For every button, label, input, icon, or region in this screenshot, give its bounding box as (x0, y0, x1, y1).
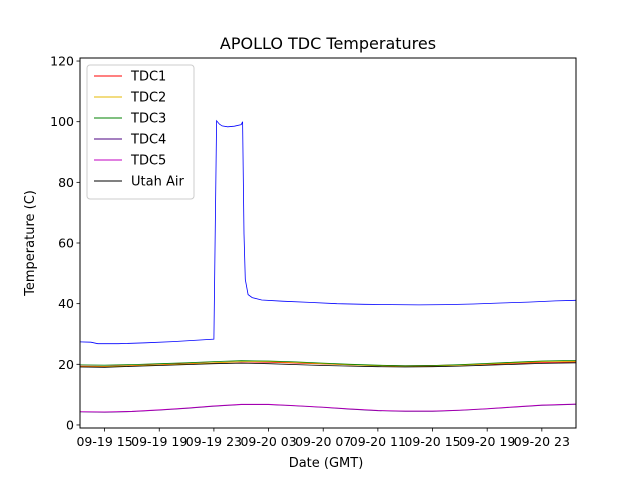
legend-label: TDC3 (130, 112, 166, 127)
chart-title: APOLLO TDC Temperatures (220, 34, 436, 53)
x-tick-label: 09-19 23 (186, 434, 242, 449)
x-tick-label: 09-20 11 (350, 434, 406, 449)
x-tick-label: 09-20 15 (404, 434, 460, 449)
y-axis-label: Temperature (C) (23, 190, 38, 297)
series-line-tdc2 (80, 360, 577, 368)
legend: TDC1 TDC2 TDC3 TDC4 TDC5 Utah Air (86, 64, 195, 200)
legend-box (86, 64, 195, 200)
legend-label: TDC5 (130, 154, 166, 169)
y-tick-label: 40 (58, 296, 74, 311)
x-tick-label: 09-20 23 (514, 434, 570, 449)
legend-label: TDC4 (130, 133, 166, 148)
legend-label: TDC1 (130, 70, 166, 85)
y-tick-label: 0 (66, 417, 74, 432)
series-layer (79, 119, 577, 413)
series-line-tdc5 (79, 403, 577, 413)
y-tick-label: 20 (58, 357, 74, 372)
y-tick-label: 120 (50, 54, 74, 69)
x-tick-label: 09-19 19 (131, 434, 187, 449)
series-line-overall (79, 119, 577, 345)
plot-frame (79, 57, 577, 429)
y-tick-label: 100 (50, 114, 74, 129)
y-tick-label: 80 (58, 175, 74, 190)
x-axis-label: Date (GMT) (289, 456, 364, 471)
x-tick-label: 09-20 19 (459, 434, 515, 449)
y-tick-label: 60 (58, 236, 74, 251)
series-line-utah-air (79, 362, 577, 368)
x-tick-label: 09-19 15 (76, 434, 132, 449)
x-tick-label: 09-20 03 (240, 434, 296, 449)
x-tick-label: 09-20 07 (295, 434, 351, 449)
series-line-tdc3 (79, 360, 577, 367)
legend-label: TDC2 (130, 91, 166, 106)
legend-label: Utah Air (131, 175, 184, 190)
